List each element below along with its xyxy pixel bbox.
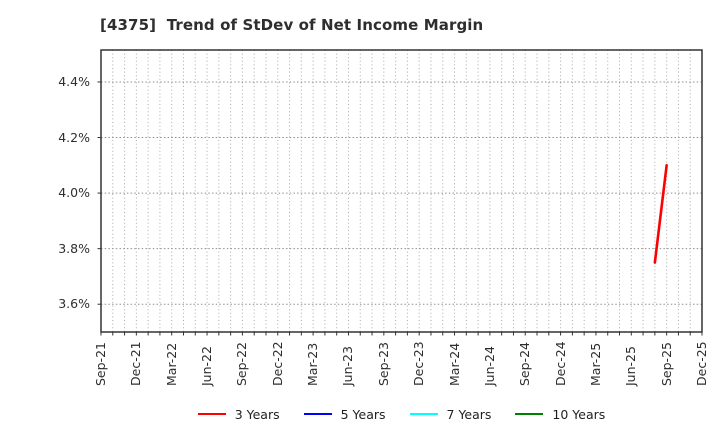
y-axis-label: 3.6% xyxy=(58,296,90,312)
legend-label: 10 Years xyxy=(552,406,606,422)
x-axis-label: Sep-24 xyxy=(517,342,533,386)
x-axis-label: Sep-21 xyxy=(93,342,108,386)
x-axis-label: Sep-22 xyxy=(234,342,250,386)
legend-line-swatch xyxy=(515,413,544,415)
legend-item-10-years: 10 Years xyxy=(515,407,605,422)
legend-label: 3 Years xyxy=(234,406,280,422)
x-axis-label: Dec-22 xyxy=(269,341,285,386)
x-axis-label: Sep-25 xyxy=(658,342,674,386)
x-axis-label: Mar-22 xyxy=(163,342,179,386)
x-axis-label: Mar-25 xyxy=(587,342,603,386)
legend-item-3-years: 3 Years xyxy=(197,406,280,422)
x-axis-label: Dec-21 xyxy=(128,341,144,386)
x-axis-label: Mar-23 xyxy=(305,342,321,386)
y-axis-label: 4.2% xyxy=(58,129,90,145)
y-axis-label: 4.4% xyxy=(58,73,90,89)
x-axis-label: Jun-25 xyxy=(623,346,639,386)
legend-item-5-years: 5 Years xyxy=(303,406,386,422)
legend-line-swatch xyxy=(303,413,332,415)
chart-title: [4375] Trend of StDev of Net Income Marg… xyxy=(100,16,484,34)
y-axis-label: 4.0% xyxy=(58,185,90,201)
legend-line-swatch xyxy=(409,413,438,415)
legend-item-7-years: 7 Years xyxy=(409,406,492,422)
x-axis-label: Sep-23 xyxy=(375,342,391,386)
x-axis-label: Dec-24 xyxy=(552,341,568,386)
x-axis-label: Jun-24 xyxy=(481,346,497,386)
legend: 3 Years 5 Years 7 Years 10 Years xyxy=(101,402,702,426)
x-axis-label: Mar-24 xyxy=(446,342,462,386)
plot-border xyxy=(100,49,703,333)
y-axis-label: 3.8% xyxy=(58,240,90,256)
series-line-3-years xyxy=(653,164,668,264)
x-axis-label: Jun-22 xyxy=(199,346,215,386)
legend-label: 5 Years xyxy=(340,406,386,422)
x-axis-label: Jun-23 xyxy=(340,346,356,386)
legend-line-swatch xyxy=(197,413,226,415)
legend-label: 7 Years xyxy=(446,406,492,422)
x-axis-label: Dec-23 xyxy=(411,341,427,386)
x-axis-label: Dec-25 xyxy=(694,341,709,386)
